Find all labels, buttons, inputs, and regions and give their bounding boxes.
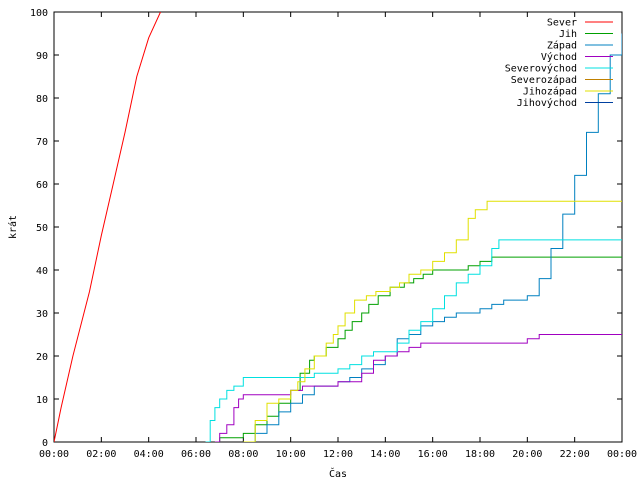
x-tick-label: 18:00 bbox=[465, 449, 495, 460]
y-tick-label: 40 bbox=[36, 266, 48, 277]
x-tick-label: 16:00 bbox=[418, 449, 448, 460]
legend-label: Severovýchod bbox=[505, 63, 577, 75]
series-line-vychod bbox=[214, 334, 622, 442]
y-axis-ticks: 0 10 20 30 40 50 60 70 80 90 100 bbox=[30, 8, 622, 449]
legend-label: Východ bbox=[541, 51, 577, 63]
y-tick-label: 50 bbox=[36, 223, 48, 234]
legend-label: Jihovýchod bbox=[517, 97, 577, 109]
y-tick-label: 80 bbox=[36, 94, 48, 105]
x-tick-label: 12:00 bbox=[323, 449, 353, 460]
legend: SeverJihZápadVýchodSeverovýchodSeverozáp… bbox=[505, 18, 613, 109]
x-tick-label: 06:00 bbox=[181, 449, 211, 460]
y-tick-label: 100 bbox=[30, 8, 48, 19]
y-tick-label: 10 bbox=[36, 395, 48, 406]
y-tick-label: 30 bbox=[36, 309, 48, 320]
x-tick-label: 22:00 bbox=[560, 449, 590, 460]
x-tick-label: 10:00 bbox=[276, 449, 306, 460]
x-tick-label: 00:00 bbox=[607, 449, 637, 460]
x-tick-label: 04:00 bbox=[134, 449, 164, 460]
series-line-jihozapad bbox=[243, 200, 622, 442]
series-line-jih bbox=[214, 256, 622, 442]
x-axis-title: Čas bbox=[329, 467, 347, 480]
x-tick-label: 14:00 bbox=[370, 449, 400, 460]
x-axis-ticks: 00:00 02:00 04:00 06:00 08:00 10:00 12:00 14:00… bbox=[39, 12, 637, 460]
y-tick-label: 20 bbox=[36, 352, 48, 363]
y-tick-label: 0 bbox=[42, 438, 48, 449]
y-tick-label: 70 bbox=[36, 137, 48, 148]
x-tick-label: 02:00 bbox=[86, 449, 116, 460]
x-tick-label: 08:00 bbox=[228, 449, 258, 460]
series-line-zapad bbox=[243, 33, 622, 442]
legend-label: Severozápad bbox=[511, 74, 577, 86]
x-tick-label: 00:00 bbox=[39, 449, 69, 460]
y-tick-label: 60 bbox=[36, 180, 48, 191]
series-line-sever bbox=[54, 12, 161, 442]
x-tick-label: 20:00 bbox=[512, 449, 542, 460]
y-tick-label: 90 bbox=[36, 51, 48, 62]
legend-label: Jih bbox=[559, 29, 577, 40]
y-axis-title: krát bbox=[7, 215, 19, 239]
series-lines bbox=[54, 12, 622, 442]
legend-label: Západ bbox=[547, 40, 577, 52]
legend-label: Jihozápad bbox=[523, 86, 577, 98]
series-line-severovychod bbox=[205, 239, 622, 442]
legend-label: Sever bbox=[547, 18, 577, 29]
